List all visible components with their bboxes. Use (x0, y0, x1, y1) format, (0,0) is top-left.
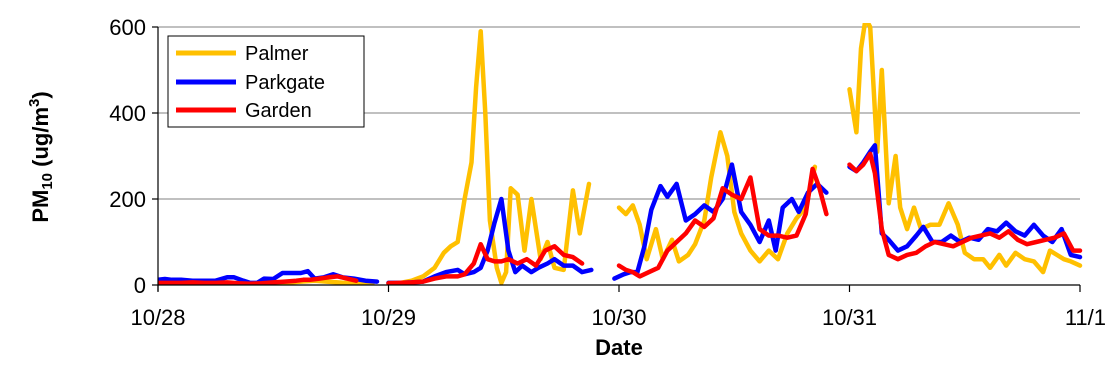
axes (152, 26, 1081, 292)
series-line-palmer-segment-3 (616, 130, 818, 264)
legend: Palmer Parkgate Garden (167, 35, 365, 128)
x-tick-labels: 10/28 10/29 10/30 10/31 11/1 (130, 305, 1106, 330)
x-axis-title: Date (595, 335, 643, 360)
legend-label-palmer: Palmer (245, 43, 309, 65)
series-line-garden-segment-4 (847, 151, 1083, 262)
x-tick-label: 10/29 (361, 305, 416, 330)
y-tick-label: 200 (109, 187, 146, 212)
y-tick-labels: 0 200 400 600 (109, 15, 146, 298)
y-tick-label: 600 (109, 15, 146, 40)
x-tick-label: 11/1 (1065, 305, 1106, 330)
x-tick-label: 10/31 (822, 305, 877, 330)
series-line-palmer-segment-2 (386, 29, 592, 285)
series-line-garden-segment-1 (158, 274, 359, 285)
x-tick-label: 10/28 (130, 305, 185, 330)
y-tick-label: 400 (109, 101, 146, 126)
y-tick-label: 0 (134, 273, 146, 298)
x-tick-label: 10/30 (591, 305, 646, 330)
legend-label-garden: Garden (245, 100, 312, 122)
series-line-garden-segment-2 (386, 241, 585, 285)
legend-label-parkgate: Parkgate (245, 72, 325, 94)
series-line-palmer-segment-4 (847, 23, 1083, 275)
series-layer (158, 23, 1083, 285)
series-line-garden-segment-3 (616, 166, 829, 279)
y-axis-title: PM10 (ug/m3) (26, 91, 56, 222)
